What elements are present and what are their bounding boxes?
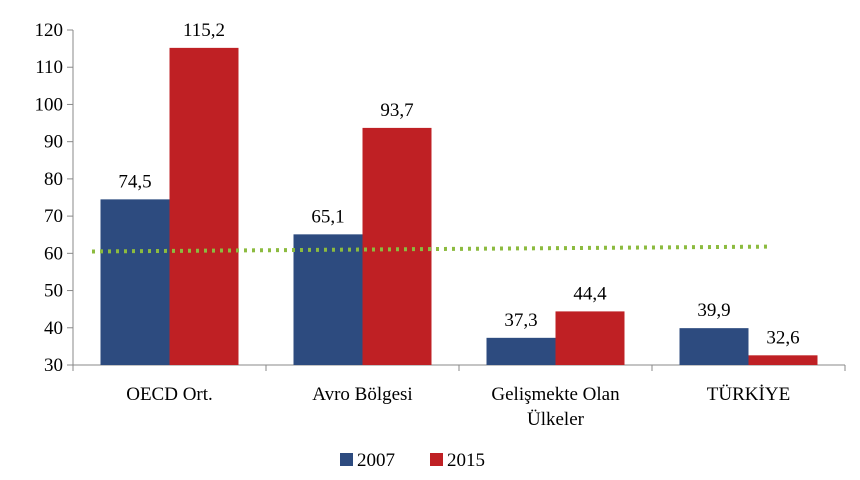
bar-2007 <box>679 328 749 365</box>
legend: 2007 2015 <box>340 450 485 471</box>
y-tick-label: 100 <box>35 94 64 115</box>
data-label-2015: 32,6 <box>766 327 799 348</box>
bar-2015 <box>555 311 625 365</box>
bar-2007 <box>486 337 556 365</box>
legend-swatch-2015 <box>430 453 443 466</box>
y-tick-label: 60 <box>44 243 63 264</box>
y-tick-label: 30 <box>44 355 63 376</box>
category-label: OECD Ort. <box>126 384 213 405</box>
bar-2015 <box>748 355 818 365</box>
category-label: Ülkeler <box>527 409 585 430</box>
y-tick-label: 90 <box>44 132 63 153</box>
category-label: Gelişmekte Olan <box>491 384 620 405</box>
bars <box>100 47 818 366</box>
bar-2007 <box>100 199 170 365</box>
data-label-2015: 93,7 <box>380 100 413 121</box>
data-labels: 74,5 115,2 65,1 93,7 37,3 44,4 39,9 32,6 <box>118 20 799 348</box>
y-tick-label: 120 <box>35 20 64 41</box>
category-labels: OECD Ort. Avro Bölgesi Gelişmekte Olan Ülke… <box>126 384 790 430</box>
bar-2015 <box>169 47 239 365</box>
data-label-2007: 37,3 <box>504 310 537 331</box>
legend-label-2007: 2007 <box>357 450 395 471</box>
category-label: TÜRKİYE <box>707 384 790 405</box>
category-label: Avro Bölgesi <box>312 384 412 405</box>
y-tick-label: 70 <box>44 206 63 227</box>
legend-label-2015: 2015 <box>447 450 485 471</box>
data-label-2007: 74,5 <box>118 171 151 192</box>
reference-line <box>91 244 769 254</box>
data-label-2015: 115,2 <box>183 20 225 41</box>
y-tick-label: 80 <box>44 169 63 190</box>
y-tick-label: 50 <box>44 281 63 302</box>
data-label-2015: 44,4 <box>573 283 607 304</box>
bar-2015 <box>362 127 432 366</box>
bar-2007 <box>293 234 363 365</box>
legend-swatch-2007 <box>340 453 353 466</box>
data-label-2007: 39,9 <box>697 300 730 321</box>
reference-line-group <box>91 244 769 254</box>
y-tick-label: 40 <box>44 318 63 339</box>
y-tick-label: 110 <box>35 57 63 78</box>
data-label-2007: 65,1 <box>311 206 344 227</box>
